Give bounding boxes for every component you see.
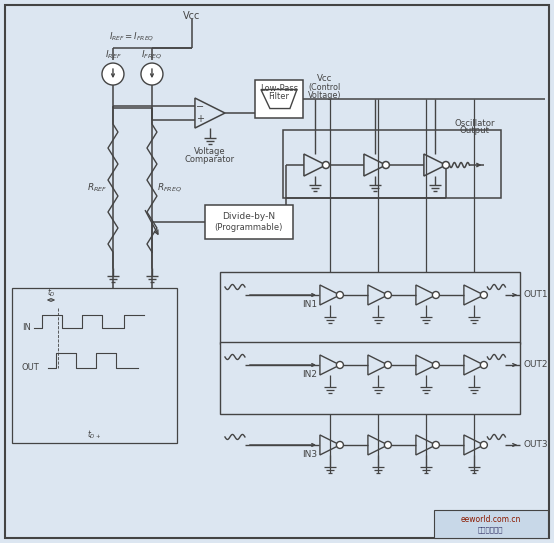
Text: $I_{FREQ}$: $I_{FREQ}$ bbox=[141, 49, 163, 61]
Text: $I_{REF} = I_{FREQ}$: $I_{REF} = I_{FREQ}$ bbox=[109, 30, 155, 43]
Text: $I_{REF}$: $I_{REF}$ bbox=[105, 49, 121, 61]
Text: Vcc: Vcc bbox=[317, 73, 332, 83]
Text: (Control: (Control bbox=[309, 83, 341, 92]
Circle shape bbox=[384, 292, 392, 299]
Text: Comparator: Comparator bbox=[185, 155, 235, 163]
Text: Low-Pass: Low-Pass bbox=[260, 84, 298, 92]
Text: IN3: IN3 bbox=[302, 451, 317, 459]
Text: IN1: IN1 bbox=[302, 300, 317, 310]
Text: Output: Output bbox=[459, 125, 489, 135]
Circle shape bbox=[480, 441, 488, 449]
Text: OUT1: OUT1 bbox=[524, 291, 548, 300]
Circle shape bbox=[102, 63, 124, 85]
Text: $t_{D+}$: $t_{D+}$ bbox=[87, 429, 101, 441]
Circle shape bbox=[443, 161, 449, 168]
Bar bbox=[220, 342, 520, 414]
Text: OUT: OUT bbox=[22, 363, 40, 372]
Text: +: + bbox=[196, 114, 204, 124]
Text: $t_D$: $t_D$ bbox=[47, 287, 55, 299]
Circle shape bbox=[432, 362, 439, 369]
Text: OUT2: OUT2 bbox=[524, 361, 548, 369]
Circle shape bbox=[141, 63, 163, 85]
Bar bbox=[12, 288, 177, 443]
Text: $R_{FREQ}$: $R_{FREQ}$ bbox=[157, 181, 182, 194]
Text: Voltage: Voltage bbox=[194, 147, 226, 155]
Bar bbox=[283, 130, 501, 198]
Circle shape bbox=[322, 161, 330, 168]
Text: (Programmable): (Programmable) bbox=[215, 223, 283, 231]
Text: IN2: IN2 bbox=[302, 370, 317, 380]
Circle shape bbox=[336, 362, 343, 369]
Text: −: − bbox=[196, 102, 204, 112]
Circle shape bbox=[432, 441, 439, 449]
Circle shape bbox=[336, 441, 343, 449]
Circle shape bbox=[384, 441, 392, 449]
Text: $R_{REF}$: $R_{REF}$ bbox=[87, 182, 107, 194]
Bar bbox=[220, 272, 520, 344]
Text: Oscillator: Oscillator bbox=[454, 118, 495, 128]
Text: Filter: Filter bbox=[269, 92, 289, 100]
Text: 电子工程世界: 电子工程世界 bbox=[478, 527, 504, 533]
Circle shape bbox=[432, 292, 439, 299]
Text: OUT3: OUT3 bbox=[524, 440, 548, 450]
Bar bbox=[434, 510, 548, 538]
Circle shape bbox=[480, 362, 488, 369]
Text: Divide-by-N: Divide-by-N bbox=[222, 212, 275, 220]
Bar bbox=[255, 80, 303, 118]
Text: IN: IN bbox=[22, 324, 31, 332]
Text: Voltage): Voltage) bbox=[308, 91, 342, 99]
Circle shape bbox=[480, 292, 488, 299]
Circle shape bbox=[384, 362, 392, 369]
Text: Vcc: Vcc bbox=[183, 11, 201, 21]
Circle shape bbox=[336, 292, 343, 299]
Circle shape bbox=[382, 161, 389, 168]
Text: eeworld.com.cn: eeworld.com.cn bbox=[461, 515, 521, 525]
Bar bbox=[205, 205, 293, 239]
